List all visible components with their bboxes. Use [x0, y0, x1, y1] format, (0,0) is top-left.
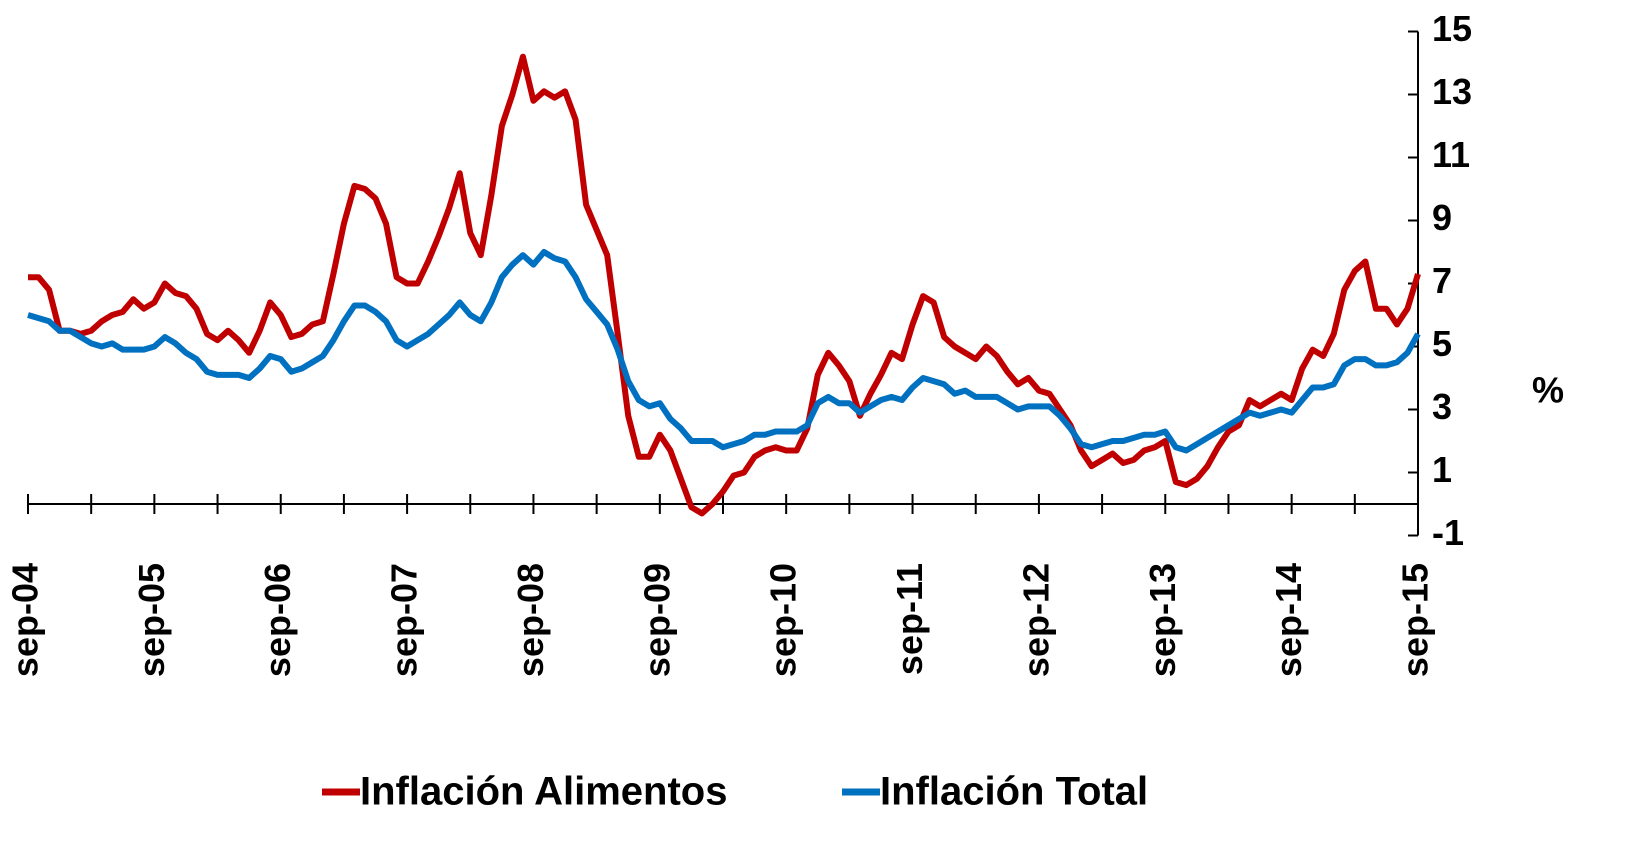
x-tick-label: sep-05: [131, 563, 172, 677]
y-tick-label: 13: [1432, 71, 1472, 112]
x-tick-label: sep-10: [763, 563, 804, 677]
x-tick-label: sep-07: [384, 563, 425, 677]
x-tick-label: sep-15: [1395, 563, 1436, 677]
y-tick-label: 11: [1432, 134, 1470, 175]
y-tick-label: -1: [1432, 512, 1464, 553]
line-series: [28, 53, 1421, 517]
x-tick-label: sep-13: [1142, 563, 1183, 677]
y-tick-label: 1: [1432, 449, 1452, 490]
x-tick-label: sep-14: [1268, 563, 1309, 677]
legend-label: Inflación Total: [880, 770, 1148, 814]
y-tick-label: 5: [1432, 323, 1452, 364]
x-tick-label: sep-09: [636, 563, 677, 677]
x-tick-label: sep-11: [889, 563, 930, 675]
y-tick-label: 15: [1432, 8, 1472, 49]
legend-label: Inflación Alimentos: [360, 770, 727, 814]
x-tick-label: sep-08: [510, 563, 551, 677]
y-tick-label: 9: [1432, 197, 1452, 238]
x-tick-label: sep-06: [257, 563, 298, 677]
y-axis-label: %: [1532, 370, 1564, 411]
x-tick-label: sep-04: [5, 563, 46, 677]
line-series: [27, 249, 1421, 454]
y-tick-label: 7: [1432, 260, 1452, 301]
x-tick-label: sep-12: [1015, 563, 1056, 677]
y-tick-label: 3: [1432, 386, 1452, 427]
